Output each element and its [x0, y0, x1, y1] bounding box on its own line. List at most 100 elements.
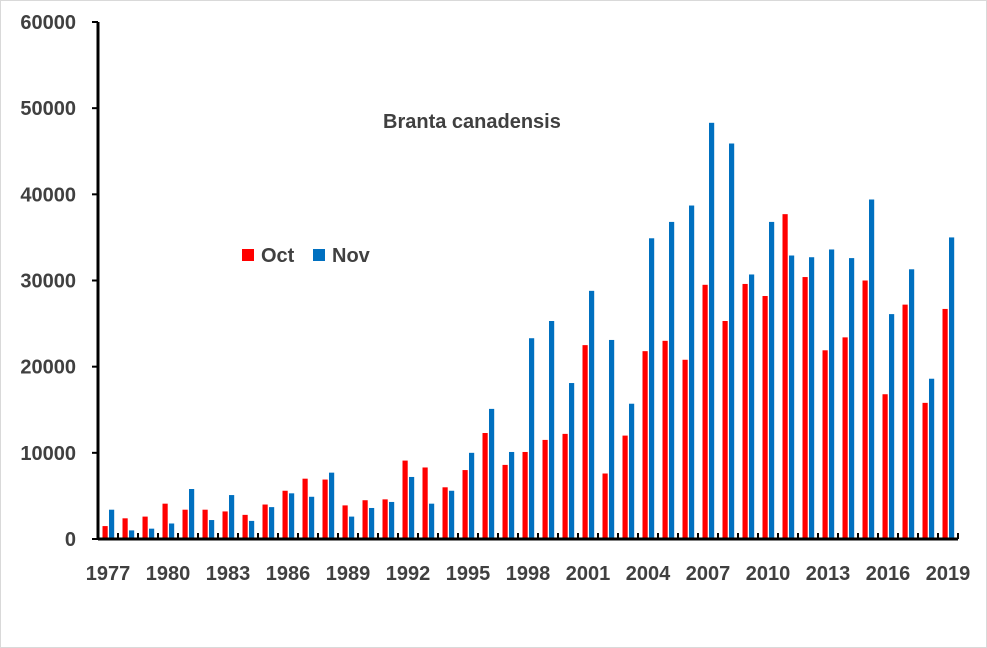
bar-oct-1977 [102, 526, 108, 539]
y-tick-label: 10000 [20, 443, 76, 465]
bar-nov-1987 [309, 496, 315, 539]
bar-oct-1994 [442, 487, 448, 539]
bar-oct-2009 [742, 283, 748, 539]
bar-oct-2013 [822, 350, 828, 539]
x-tick-label: 1986 [266, 563, 311, 585]
bar-nov-2001 [589, 290, 595, 539]
bar-oct-2006 [682, 359, 688, 539]
bar-nov-1982 [209, 520, 215, 539]
bar-oct-2005 [662, 340, 668, 539]
bar-oct-1998 [522, 451, 528, 539]
bar-nov-1990 [369, 507, 375, 539]
bar-nov-2003 [629, 403, 635, 539]
bar-oct-2019 [942, 308, 948, 539]
bar-oct-2000 [562, 433, 568, 539]
bar-nov-2013 [829, 249, 835, 540]
bar-nov-1980 [169, 523, 175, 539]
bar-nov-2006 [689, 205, 695, 539]
bar-oct-1983 [222, 511, 228, 539]
bar-oct-1985 [262, 504, 268, 539]
bar-nov-1989 [349, 516, 355, 539]
bar-nov-2014 [849, 258, 855, 539]
bar-oct-2012 [802, 277, 808, 539]
bar-nov-2015 [869, 199, 875, 539]
bar-oct-2004 [642, 351, 648, 539]
bar-oct-1997 [502, 464, 508, 539]
x-tick-label: 2019 [926, 563, 971, 585]
bar-nov-2004 [649, 238, 655, 539]
x-tick-label: 2004 [626, 563, 671, 585]
bar-nov-1985 [269, 507, 275, 539]
bar-nov-2008 [729, 143, 735, 539]
y-tick-label: 30000 [20, 271, 76, 293]
bar-nov-1996 [489, 408, 495, 539]
bar-oct-1981 [182, 509, 188, 539]
bar-oct-2014 [842, 337, 848, 539]
bar-nov-1993 [429, 503, 435, 539]
bar-nov-1984 [249, 520, 255, 539]
bar-oct-1982 [202, 509, 208, 539]
bar-nov-1991 [389, 501, 395, 539]
bar-oct-1988 [322, 479, 328, 539]
bar-oct-2015 [862, 280, 868, 539]
bar-nov-2019 [949, 237, 955, 540]
legend-label-nov: Nov [332, 245, 371, 267]
bar-nov-1981 [189, 489, 195, 539]
bar-nov-2005 [669, 221, 675, 539]
bar-oct-1979 [142, 516, 148, 539]
bar-oct-1995 [462, 470, 468, 539]
bar-oct-2001 [582, 345, 588, 540]
legend: Oct Nov [242, 245, 371, 267]
chart-title: Branta canadensis [383, 111, 561, 133]
bar-oct-1990 [362, 500, 368, 539]
legend-swatch-nov [313, 249, 325, 261]
bar-oct-1986 [282, 490, 288, 539]
bar-nov-1994 [449, 490, 455, 539]
bar-oct-1980 [162, 503, 168, 539]
y-axis-ticks: 0 10000 20000 30000 40000 50000 60000 [20, 12, 98, 551]
bar-oct-2008 [722, 321, 728, 539]
bar-nov-2009 [749, 274, 755, 539]
bar-oct-2003 [622, 435, 628, 539]
bar-nov-1988 [329, 472, 335, 539]
bar-nov-2007 [709, 122, 715, 539]
bar-nov-2011 [789, 255, 795, 539]
legend-swatch-oct [242, 249, 254, 261]
y-tick-label: 20000 [20, 357, 76, 379]
bar-nov-1992 [409, 476, 415, 539]
bar-nov-1977 [109, 509, 115, 539]
bars-group [102, 122, 955, 540]
bar-oct-1989 [342, 505, 348, 539]
x-tick-label: 2010 [746, 563, 791, 585]
x-tick-label: 2001 [566, 563, 611, 585]
bar-nov-1979 [149, 528, 155, 539]
bar-oct-2002 [602, 473, 608, 539]
bar-nov-2016 [889, 314, 895, 539]
x-tick-label: 2016 [866, 563, 911, 585]
y-tick-label: 0 [65, 529, 76, 551]
bar-oct-1991 [382, 499, 388, 539]
x-tick-label: 1989 [326, 563, 371, 585]
bar-nov-1997 [509, 451, 515, 539]
bar-oct-1978 [122, 518, 128, 539]
x-tick-label: 1992 [386, 563, 431, 585]
x-tick-label: 2007 [686, 563, 731, 585]
bar-oct-1999 [542, 439, 548, 539]
bar-oct-1992 [402, 460, 408, 539]
bar-oct-1987 [302, 478, 308, 539]
bar-oct-2017 [902, 304, 908, 539]
x-tick-label: 1998 [506, 563, 551, 585]
bar-nov-2012 [809, 257, 815, 539]
x-tick-label: 1983 [206, 563, 251, 585]
bar-oct-2016 [882, 394, 888, 539]
bar-oct-1996 [482, 433, 488, 539]
bar-nov-1978 [129, 530, 135, 539]
x-axis-ticks: 1977 1980 1983 1986 1989 1992 1995 1998 2001 2004… [86, 533, 971, 585]
bar-oct-2018 [922, 402, 928, 539]
bar-nov-2010 [769, 221, 775, 539]
bar-nov-2018 [929, 378, 935, 539]
y-tick-label: 40000 [20, 184, 76, 206]
legend-label-oct: Oct [261, 245, 295, 267]
